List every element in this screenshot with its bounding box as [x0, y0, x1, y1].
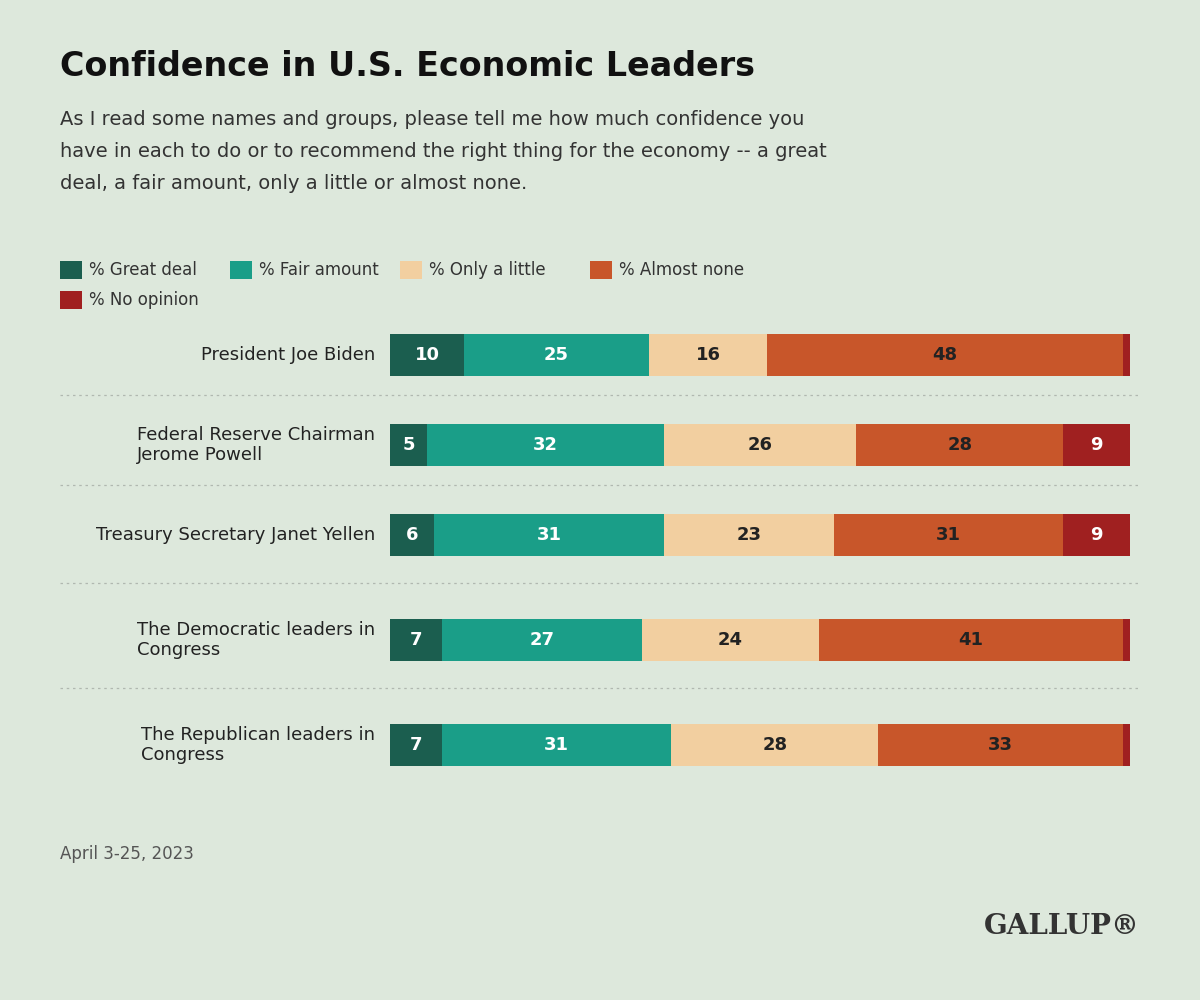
Text: 10: 10: [414, 346, 439, 364]
Bar: [390, 424, 427, 466]
Bar: [1063, 424, 1130, 466]
Text: 25: 25: [544, 346, 569, 364]
Text: 41: 41: [959, 631, 984, 649]
Bar: [442, 619, 642, 661]
Bar: [590, 261, 612, 279]
Text: 9: 9: [1091, 526, 1103, 544]
Bar: [664, 424, 857, 466]
Text: 7: 7: [409, 736, 422, 754]
Bar: [390, 334, 464, 376]
Bar: [834, 514, 1063, 556]
Text: 9: 9: [1091, 436, 1103, 454]
Text: 31: 31: [544, 736, 569, 754]
Bar: [649, 334, 768, 376]
Text: The Democratic leaders in
Congress: The Democratic leaders in Congress: [137, 621, 374, 659]
Bar: [768, 334, 1123, 376]
Bar: [442, 724, 671, 766]
Text: Confidence in U.S. Economic Leaders: Confidence in U.S. Economic Leaders: [60, 50, 755, 83]
Bar: [664, 514, 834, 556]
Text: 5: 5: [402, 436, 415, 454]
Bar: [642, 619, 820, 661]
Bar: [1063, 514, 1130, 556]
Text: 27: 27: [529, 631, 554, 649]
Text: deal, a fair amount, only a little or almost none.: deal, a fair amount, only a little or al…: [60, 174, 527, 193]
Text: 48: 48: [932, 346, 958, 364]
Bar: [820, 619, 1123, 661]
Text: Treasury Secretary Janet Yellen: Treasury Secretary Janet Yellen: [96, 526, 374, 544]
Bar: [857, 424, 1063, 466]
Text: President Joe Biden: President Joe Biden: [200, 346, 374, 364]
Text: 7: 7: [409, 631, 422, 649]
Text: % Great deal: % Great deal: [89, 261, 197, 279]
Text: 24: 24: [718, 631, 743, 649]
Bar: [60, 261, 82, 279]
Text: % No opinion: % No opinion: [89, 291, 199, 309]
Text: 31: 31: [536, 526, 562, 544]
Text: 28: 28: [947, 436, 972, 454]
Text: 26: 26: [748, 436, 773, 454]
Text: GALLUP®: GALLUP®: [984, 913, 1140, 940]
Bar: [464, 334, 649, 376]
Text: 28: 28: [762, 736, 787, 754]
Text: 31: 31: [936, 526, 961, 544]
Bar: [1123, 724, 1130, 766]
Text: 6: 6: [406, 526, 419, 544]
Text: % Fair amount: % Fair amount: [259, 261, 379, 279]
Text: 33: 33: [988, 736, 1013, 754]
Bar: [230, 261, 252, 279]
Bar: [390, 724, 442, 766]
Text: As I read some names and groups, please tell me how much confidence you: As I read some names and groups, please …: [60, 110, 804, 129]
Bar: [400, 261, 422, 279]
Text: 32: 32: [533, 436, 558, 454]
Bar: [1123, 619, 1130, 661]
Bar: [1123, 334, 1130, 376]
Bar: [390, 619, 442, 661]
Bar: [60, 291, 82, 309]
Text: 16: 16: [696, 346, 721, 364]
Text: % Only a little: % Only a little: [430, 261, 546, 279]
Text: % Almost none: % Almost none: [619, 261, 744, 279]
Text: have in each to do or to recommend the right thing for the economy -- a great: have in each to do or to recommend the r…: [60, 142, 827, 161]
Bar: [878, 724, 1123, 766]
Text: 23: 23: [737, 526, 762, 544]
Bar: [434, 514, 664, 556]
Text: The Republican leaders in
Congress: The Republican leaders in Congress: [142, 726, 374, 764]
Text: April 3-25, 2023: April 3-25, 2023: [60, 845, 194, 863]
Bar: [671, 724, 878, 766]
Bar: [390, 514, 434, 556]
Text: Federal Reserve Chairman
Jerome Powell: Federal Reserve Chairman Jerome Powell: [137, 426, 374, 464]
Bar: [427, 424, 664, 466]
